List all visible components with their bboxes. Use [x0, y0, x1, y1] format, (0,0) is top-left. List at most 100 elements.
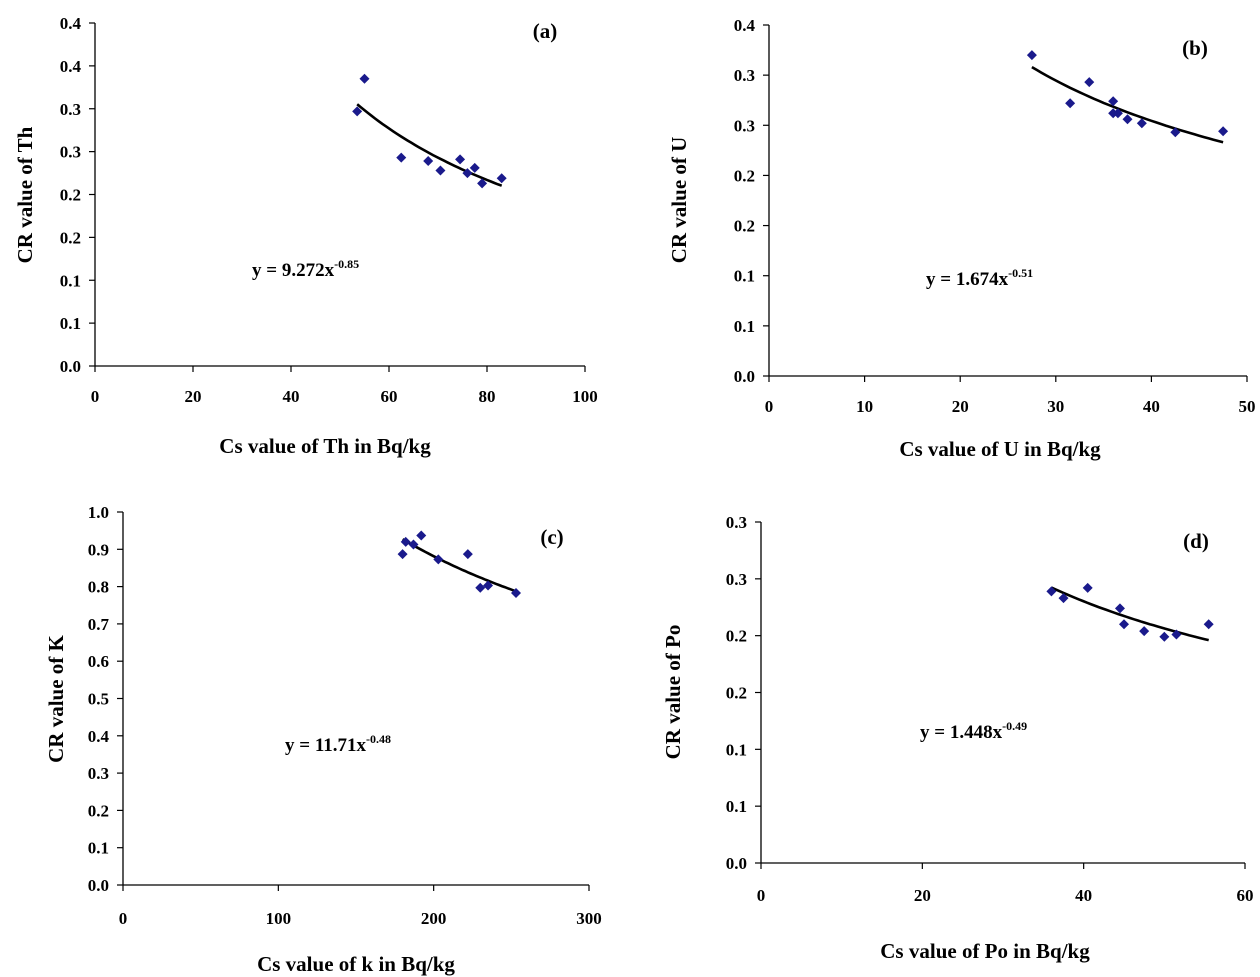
- y-tick-label: 0.1: [60, 314, 81, 333]
- y-tick-label: 0.3: [734, 66, 755, 85]
- panel-label: (b): [1182, 36, 1208, 60]
- chart-panel-2: 0 100 200 300 0.0 0.1 0.2 0.3 0.4 0.5 0.6 0.7 0.8 0.9…: [44, 503, 602, 976]
- y-tick-label: 0.4: [60, 57, 82, 76]
- data-point: [1114, 603, 1125, 614]
- data-point: [423, 156, 434, 167]
- data-point: [1136, 118, 1147, 129]
- x-axis-label: Cs value of k in Bq/kg: [257, 952, 455, 976]
- data-point: [1058, 593, 1069, 604]
- x-axis-label: Cs value of U in Bq/kg: [899, 437, 1101, 461]
- chart-panel-3: 0 20 40 60 0.0 0.1 0.1 0.2 0.2 0.3 0.3 Cs value of …: [661, 513, 1254, 963]
- data-point: [359, 73, 370, 84]
- y-tick-label: 0.2: [60, 228, 81, 247]
- y-tick-label: 0.0: [726, 854, 747, 873]
- y-tick-label: 0.2: [734, 217, 755, 236]
- x-tick-label: 30: [1047, 397, 1064, 416]
- x-tick-label: 300: [576, 909, 602, 928]
- y-tick-label: 0.1: [60, 271, 81, 290]
- data-point: [1171, 629, 1182, 640]
- x-tick-label: 60: [1237, 886, 1254, 905]
- y-tick-label: 0.1: [88, 839, 109, 858]
- trend-equation: y = 1.448x-0.49: [920, 719, 1027, 743]
- x-tick-label: 40: [1143, 397, 1160, 416]
- y-tick-label: 0.7: [88, 615, 110, 634]
- data-point: [1108, 96, 1119, 107]
- y-tick-label: 0.6: [88, 652, 109, 671]
- y-tick-label: 0.5: [88, 690, 109, 709]
- y-tick-label: 0.0: [734, 367, 755, 386]
- x-tick-label: 20: [952, 397, 969, 416]
- trendline: [356, 103, 503, 187]
- y-tick-label: 0.2: [88, 801, 109, 820]
- data-point: [1159, 631, 1170, 642]
- trendline: [1031, 65, 1224, 144]
- y-tick-label: 0.3: [726, 570, 747, 589]
- y-axis-label: CR value of U: [667, 137, 691, 264]
- y-tick-label: 0.0: [88, 876, 109, 895]
- x-tick-label: 40: [1075, 886, 1092, 905]
- data-point: [1139, 626, 1150, 637]
- y-tick-label: 0.2: [734, 166, 755, 185]
- y-tick-label: 0.2: [726, 627, 747, 646]
- y-tick-label: 0.4: [60, 14, 82, 33]
- trend-equation-base: y = 1.674x: [926, 269, 1009, 290]
- data-point: [1046, 586, 1057, 597]
- x-axis-label: Cs value of Po in Bq/kg: [880, 939, 1090, 963]
- data-point: [510, 587, 521, 598]
- y-tick-label: 0.0: [60, 357, 81, 376]
- x-tick-label: 50: [1239, 397, 1256, 416]
- data-point: [1203, 619, 1214, 630]
- x-tick-label: 0: [91, 387, 100, 406]
- y-tick-label: 0.9: [88, 540, 109, 559]
- data-point: [462, 549, 473, 560]
- data-point: [1122, 114, 1133, 125]
- panel-label: (c): [540, 525, 563, 549]
- data-point: [1082, 582, 1093, 593]
- x-tick-label: 20: [914, 886, 931, 905]
- data-point: [496, 173, 507, 184]
- data-point: [1218, 126, 1229, 137]
- x-tick-label: 10: [856, 397, 873, 416]
- data-point: [1119, 619, 1129, 630]
- y-tick-label: 1.0: [88, 503, 109, 522]
- data-point: [483, 580, 494, 591]
- x-tick-label: 60: [381, 387, 398, 406]
- x-tick-label: 100: [572, 387, 598, 406]
- trend-equation: y = 1.674x-0.51: [926, 266, 1033, 290]
- y-tick-label: 0.4: [734, 16, 756, 35]
- data-point: [1084, 77, 1095, 88]
- trendline: [401, 538, 517, 593]
- x-tick-label: 0: [765, 397, 774, 416]
- y-tick-label: 0.3: [88, 764, 109, 783]
- data-point: [1108, 108, 1119, 119]
- data-point: [1065, 98, 1076, 109]
- data-point: [475, 582, 486, 593]
- data-point: [408, 539, 419, 550]
- x-tick-label: 80: [479, 387, 496, 406]
- x-axis-label: Cs value of Th in Bq/kg: [219, 434, 431, 458]
- data-point: [400, 536, 411, 547]
- trend-equation-exponent: -0.85: [334, 257, 359, 271]
- trend-equation-base: y = 11.71x: [285, 735, 367, 756]
- y-tick-label: 0.3: [60, 143, 81, 162]
- data-point: [1026, 50, 1037, 61]
- trend-equation-exponent: -0.48: [366, 732, 391, 746]
- y-tick-label: 0.8: [88, 578, 109, 597]
- trend-equation: y = 11.71x-0.48: [285, 732, 391, 756]
- trend-equation: y = 9.272x-0.85: [252, 257, 359, 281]
- y-axis-label: CR value of Th: [13, 126, 37, 263]
- y-axis-label: CR value of K: [44, 634, 68, 762]
- y-tick-label: 0.3: [734, 116, 755, 135]
- x-tick-label: 100: [266, 909, 292, 928]
- data-point: [352, 106, 363, 117]
- data-point: [469, 162, 480, 173]
- y-tick-label: 0.3: [726, 513, 747, 532]
- x-tick-label: 0: [119, 909, 128, 928]
- data-point: [396, 152, 407, 163]
- data-point: [416, 530, 427, 541]
- y-tick-label: 0.1: [726, 797, 747, 816]
- y-tick-label: 0.1: [726, 740, 747, 759]
- x-tick-label: 200: [421, 909, 447, 928]
- trend-equation-base: y = 9.272x: [252, 260, 335, 281]
